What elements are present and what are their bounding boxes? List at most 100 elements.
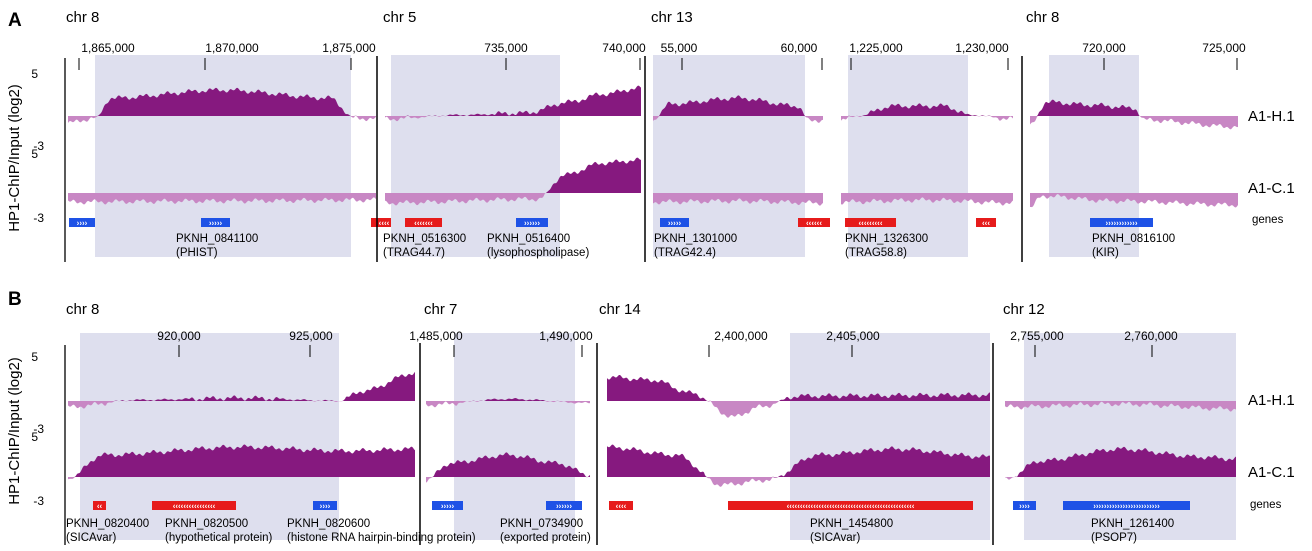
gene-bar bbox=[976, 218, 996, 227]
gene-bar-strand-arrows: ‹‹‹‹‹‹‹‹‹‹‹‹‹‹‹‹ bbox=[173, 502, 216, 511]
segment-a1: chr 8 1,865,000 1,870,000 1,875,000 PKNH… bbox=[66, 9, 376, 259]
c1-track-depleted-area bbox=[1030, 193, 1238, 208]
c1-track-depleted-area bbox=[841, 193, 1013, 206]
c1-track-depleted-area bbox=[653, 193, 823, 206]
gene-id: PKNH_1326300 bbox=[845, 233, 928, 245]
gene-id: PKNH_0516400 bbox=[487, 233, 570, 245]
tick-label: 2,400,000 bbox=[714, 329, 768, 343]
h1-track-depleted-area bbox=[841, 116, 1013, 121]
tick-label: 1,490,000 bbox=[539, 329, 593, 343]
gene-bar-strand-arrows: ›››› bbox=[320, 502, 331, 511]
segment-a3: chr 13 55,000 60,000 PKNH_1301000 (TRAG4… bbox=[651, 9, 818, 259]
tick-label: 1,875,000 bbox=[322, 41, 376, 55]
tracks-a: ›››› ››››› ‹‹‹‹ ‹‹‹‹‹‹‹ ›››››› ››››› ‹‹‹‹‹‹ ‹‹‹… bbox=[64, 55, 1238, 262]
tick-label: 60,000 bbox=[781, 41, 818, 55]
gene-bar bbox=[609, 501, 633, 510]
ytick-b-h-bottom: -3 bbox=[33, 422, 44, 436]
gene-bar-strand-arrows: ››››› bbox=[209, 219, 223, 228]
chrom-label: chr 5 bbox=[383, 9, 416, 26]
gene-id: PKNH_0734900 bbox=[500, 518, 583, 530]
gene-bar bbox=[546, 501, 582, 510]
tick-label: 2,405,000 bbox=[826, 329, 880, 343]
ytick-a-c-bottom: -3 bbox=[33, 211, 44, 225]
ytick-b-h-top: 5 bbox=[31, 350, 38, 364]
c1-track-enriched-area bbox=[68, 444, 415, 477]
gene-bar-strand-arrows: ›››››››››››› bbox=[1106, 219, 1138, 228]
chrom-label: chr 8 bbox=[66, 301, 99, 318]
ytick-a-c-top: 5 bbox=[31, 147, 38, 161]
h1-track-depleted-area bbox=[1030, 116, 1238, 130]
gene-id: PKNH_1301000 bbox=[654, 233, 737, 245]
segment-tracks-4: ‹‹‹‹‹‹‹‹‹ ‹‹‹ bbox=[841, 55, 1023, 262]
tick-label: 925,000 bbox=[289, 329, 333, 343]
chrom-label: chr 8 bbox=[1026, 9, 1059, 26]
panel-letter-a: A bbox=[8, 10, 22, 31]
segment-tracks-1: ‹‹ ‹‹‹‹‹‹‹‹‹‹‹‹‹‹‹‹ ›››› bbox=[68, 333, 421, 545]
gene-bar bbox=[660, 218, 689, 227]
c1-track-depleted-area bbox=[68, 193, 376, 205]
panel-letter-b: B bbox=[8, 289, 22, 310]
tick-label: 2,760,000 bbox=[1124, 329, 1178, 343]
gene-bar bbox=[516, 218, 548, 227]
chrom-label: chr 14 bbox=[599, 301, 641, 318]
gene-bar-strand-arrows: ›››››› bbox=[524, 219, 540, 228]
panel-b: B HP1-ChIP/Input (log2) 5 -3 5 -3 A1-H.1… bbox=[6, 289, 1295, 545]
gene-bar bbox=[69, 218, 95, 227]
gene-bar bbox=[432, 501, 463, 510]
c1-track-enriched-area bbox=[1005, 446, 1236, 477]
gene-product: (PSOP7) bbox=[1091, 532, 1137, 544]
c1-track-enriched-area bbox=[385, 157, 641, 193]
gene-product: (lysophospholipase) bbox=[487, 247, 589, 259]
h1-track-depleted-area bbox=[1005, 401, 1236, 412]
gene-bar-strand-arrows: ‹‹‹ bbox=[982, 219, 990, 228]
gene-bar-strand-arrows: ››››› bbox=[668, 219, 682, 228]
chrom-label: chr 12 bbox=[1003, 301, 1045, 318]
gene-product: (TRAG44.7) bbox=[383, 247, 445, 259]
ytick-a-h-bottom: -3 bbox=[33, 139, 44, 153]
tick-label: 1,485,000 bbox=[409, 329, 463, 343]
gene-bar-strand-arrows: ‹‹‹‹‹‹‹ bbox=[414, 219, 433, 228]
chrom-label: chr 8 bbox=[66, 9, 99, 26]
gene-bar-strand-arrows: ››››››››››››››››››››››››› bbox=[1093, 502, 1160, 511]
gene-id: PKNH_1454800 bbox=[810, 518, 893, 530]
chrom-label: chr 7 bbox=[424, 301, 457, 318]
gene-bar bbox=[1090, 218, 1153, 227]
gene-bar-strand-arrows: ‹‹‹‹ bbox=[616, 502, 627, 511]
gene-bar-strand-arrows: ‹‹‹‹‹‹ bbox=[806, 219, 822, 228]
segment-a2: chr 5 735,000 740,000 PKNH_0516300 (TRAG… bbox=[383, 9, 646, 259]
gene-id: PKNH_0841100 bbox=[176, 233, 258, 245]
h1-track-enriched-area bbox=[426, 398, 590, 401]
gene-bar-strand-arrows: ‹‹‹‹ bbox=[379, 219, 390, 228]
tick-label: 920,000 bbox=[157, 329, 201, 343]
tick-label: 2,755,000 bbox=[1010, 329, 1064, 343]
h1-track-enriched-area bbox=[1030, 99, 1238, 116]
h1-track-depleted-area bbox=[385, 116, 641, 122]
gene-id: PKNH_0820500 bbox=[165, 518, 248, 530]
track-label-a-h1: A1-H.1 bbox=[1248, 108, 1295, 125]
gene-bar bbox=[201, 218, 230, 227]
gene-bar-strand-arrows: ›››› bbox=[77, 219, 88, 228]
h1-track-depleted-area bbox=[68, 401, 415, 409]
tick-label: 740,000 bbox=[602, 41, 646, 55]
segment-b3: chr 14 2,400,000 2,405,000 PKNH_1454800 … bbox=[599, 301, 893, 544]
gene-bar bbox=[1013, 501, 1036, 510]
h1-track-enriched-area bbox=[68, 87, 376, 116]
gene-bar bbox=[371, 218, 397, 227]
gene-product: (histone RNA hairpin-binding protein) bbox=[287, 532, 476, 544]
gene-bar-strand-arrows: ‹‹‹‹‹‹‹‹‹‹‹‹‹‹‹‹‹‹‹‹‹‹‹‹‹‹‹‹‹‹‹‹‹‹‹‹‹‹‹‹… bbox=[787, 502, 915, 511]
segment-tracks-3: ››››› ‹‹‹‹‹‹ bbox=[653, 55, 830, 257]
gene-id: PKNH_0516300 bbox=[383, 233, 466, 245]
panel-a: A HP1-ChIP/Input (log2) 5 -3 5 -3 A1-H.1… bbox=[6, 9, 1295, 262]
ytick-b-c-top: 5 bbox=[31, 430, 38, 444]
h1-track-enriched-area bbox=[653, 95, 823, 116]
tick-label: 1,865,000 bbox=[81, 41, 135, 55]
gene-id: PKNH_0820600 bbox=[287, 518, 370, 530]
y-axis-label-b: HP1-ChIP/Input (log2) bbox=[6, 357, 23, 505]
gene-product: (SICAvar) bbox=[810, 532, 860, 544]
segment-tracks-3: ‹‹‹‹ ‹‹‹‹‹‹‹‹‹‹‹‹‹‹‹‹‹‹‹‹‹‹‹‹‹‹‹‹‹‹‹‹‹‹‹‹… bbox=[607, 333, 990, 540]
gene-product: (TRAG58.8) bbox=[845, 247, 907, 259]
tracks-b: ‹‹ ‹‹‹‹‹‹‹‹‹‹‹‹‹‹‹‹ ›››› ››››› ›››››› ‹‹‹‹ ‹‹‹… bbox=[64, 333, 1236, 545]
tick-label: 55,000 bbox=[661, 41, 698, 55]
gene-bar bbox=[845, 218, 896, 227]
h1-track-enriched-area bbox=[841, 103, 1013, 116]
